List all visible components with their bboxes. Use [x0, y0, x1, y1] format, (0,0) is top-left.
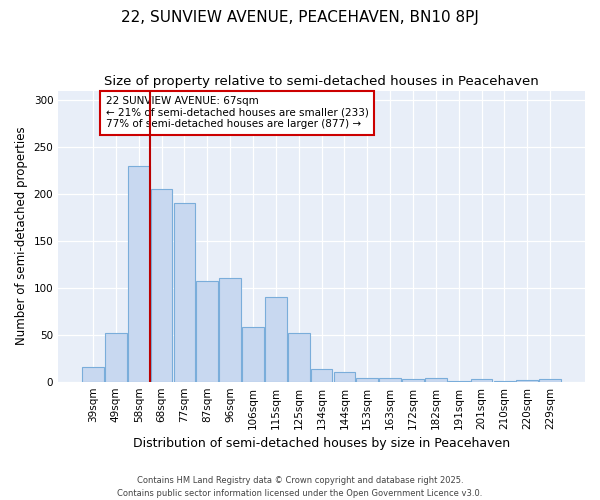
Bar — [196, 281, 218, 382]
Bar — [242, 327, 264, 382]
Bar — [539, 379, 561, 382]
Bar — [425, 378, 447, 382]
Bar — [311, 370, 332, 382]
X-axis label: Distribution of semi-detached houses by size in Peacehaven: Distribution of semi-detached houses by … — [133, 437, 510, 450]
Bar — [448, 380, 470, 382]
Bar — [402, 379, 424, 382]
Bar — [356, 378, 378, 382]
Bar — [265, 297, 287, 382]
Bar — [219, 278, 241, 382]
Bar — [128, 166, 149, 382]
Text: 22 SUNVIEW AVENUE: 67sqm
← 21% of semi-detached houses are smaller (233)
77% of : 22 SUNVIEW AVENUE: 67sqm ← 21% of semi-d… — [106, 96, 368, 130]
Y-axis label: Number of semi-detached properties: Number of semi-detached properties — [15, 127, 28, 346]
Bar — [82, 366, 104, 382]
Bar — [517, 380, 538, 382]
Bar — [471, 379, 493, 382]
Bar — [151, 189, 172, 382]
Bar — [105, 333, 127, 382]
Title: Size of property relative to semi-detached houses in Peacehaven: Size of property relative to semi-detach… — [104, 75, 539, 88]
Bar — [379, 378, 401, 382]
Text: 22, SUNVIEW AVENUE, PEACEHAVEN, BN10 8PJ: 22, SUNVIEW AVENUE, PEACEHAVEN, BN10 8PJ — [121, 10, 479, 25]
Bar — [288, 333, 310, 382]
Bar — [173, 203, 195, 382]
Bar — [494, 380, 515, 382]
Text: Contains HM Land Registry data © Crown copyright and database right 2025.
Contai: Contains HM Land Registry data © Crown c… — [118, 476, 482, 498]
Bar — [334, 372, 355, 382]
